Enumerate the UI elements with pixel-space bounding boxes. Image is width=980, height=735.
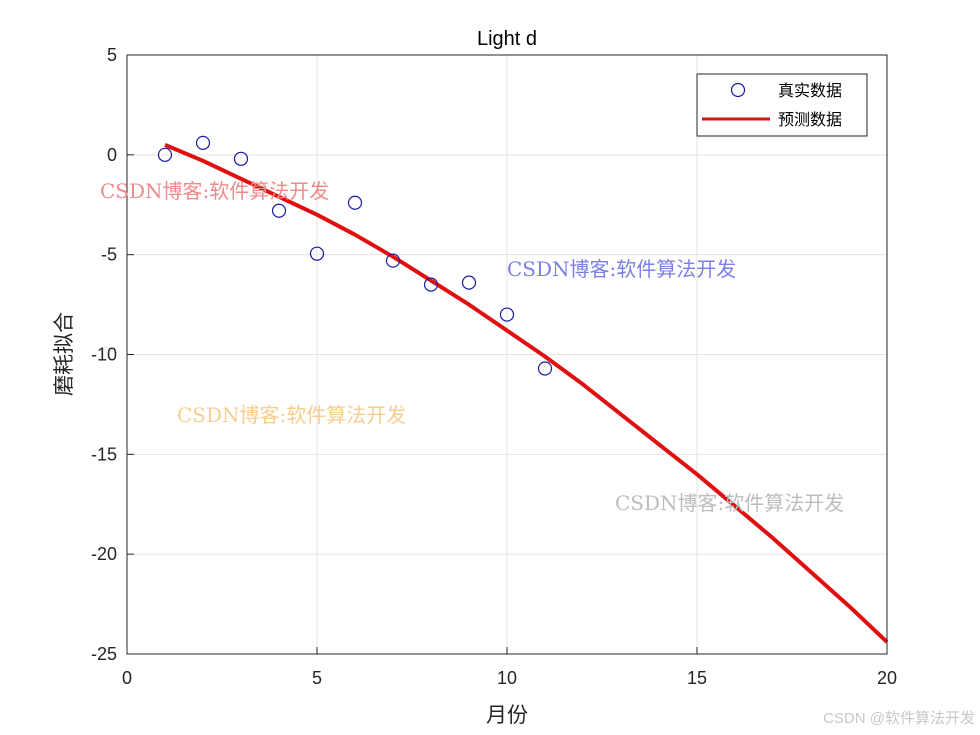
y-tick-label: -10 xyxy=(91,345,117,365)
watermark-red: CSDN博客:软件算法开发 xyxy=(100,179,329,203)
actual-data-point xyxy=(233,151,249,166)
grid-lines xyxy=(126,54,888,655)
x-tick-label: 15 xyxy=(687,668,707,688)
actual-data-point xyxy=(195,135,211,150)
actual-series-group xyxy=(157,135,553,376)
actual-data-point xyxy=(385,253,401,268)
y-tick-label: -5 xyxy=(101,245,117,265)
actual-data-point xyxy=(271,203,287,218)
legend-marker-circle xyxy=(730,82,746,98)
watermark-blue: CSDN博客:软件算法开发 xyxy=(507,257,736,281)
x-tick-label: 20 xyxy=(877,668,897,688)
x-axis-label: 月份 xyxy=(486,703,528,727)
y-tick-label: -15 xyxy=(91,444,117,464)
x-tick-label: 10 xyxy=(497,668,517,688)
y-axis-label: 磨耗拟合 xyxy=(52,312,76,396)
actual-data-point xyxy=(461,275,477,290)
y-tick-label: -20 xyxy=(91,544,117,564)
actual-data-point xyxy=(499,307,515,322)
actual-data-point xyxy=(309,246,325,261)
watermark-gray: CSDN博客:软件算法开发 xyxy=(615,491,844,515)
legend: 真实数据 预测数据 xyxy=(696,73,868,137)
actual-data-point xyxy=(347,195,363,210)
legend-label-actual: 真实数据 xyxy=(778,81,842,100)
chart-title: Light d xyxy=(477,28,537,50)
legend-box xyxy=(696,73,868,137)
y-axis-ticks: 5 0 -5 -10 -15 -20 -25 xyxy=(91,45,134,664)
y-tick-label: -25 xyxy=(91,644,117,664)
footer-credit: CSDN @软件算法开发 xyxy=(823,709,975,727)
x-tick-label: 0 xyxy=(122,668,132,688)
actual-data-point xyxy=(157,147,173,162)
y-tick-label: 5 xyxy=(107,45,117,65)
actual-data-point xyxy=(537,361,553,376)
legend-label-predicted: 预测数据 xyxy=(778,110,842,129)
predicted-line xyxy=(164,143,889,644)
actual-data-point xyxy=(423,277,439,292)
x-tick-label: 5 xyxy=(312,668,322,688)
x-axis-ticks: 0 5 10 15 20 xyxy=(122,647,897,688)
y-tick-label: 0 xyxy=(107,145,117,165)
prediction-series-group xyxy=(164,143,889,644)
watermark-orange: CSDN博客:软件算法开发 xyxy=(177,403,406,427)
